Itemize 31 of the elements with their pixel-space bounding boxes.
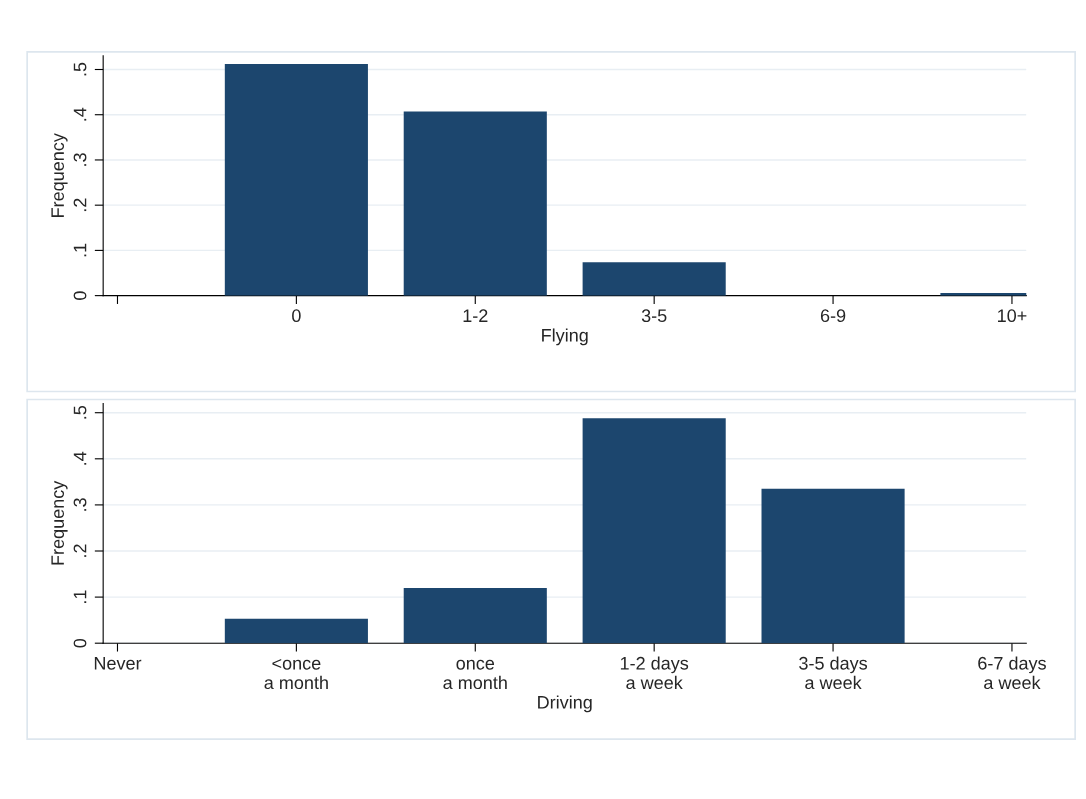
y-tick-label: .1	[73, 590, 87, 603]
y-tick-label: .4	[73, 451, 87, 465]
x-tick-label: 3-5	[641, 309, 667, 323]
x-tick-label: 1-2	[463, 309, 488, 322]
bar	[582, 418, 726, 644]
y-tick-label: .2	[73, 544, 87, 557]
x-tick-label: once a month	[443, 659, 507, 690]
x-axis-title: Flying	[542, 328, 588, 346]
x-tick-label: 0	[292, 309, 301, 323]
y-tick-label: .3	[73, 153, 87, 166]
x-tick-label: 3-5 days a week	[799, 656, 868, 690]
x-tick-label: Never	[94, 657, 142, 670]
x-tick-label: 1-2 days a week	[620, 656, 689, 690]
y-tick-label: 0	[73, 638, 87, 648]
x-tick-label: 6-9	[820, 309, 846, 323]
y-axis-title: Frequency	[51, 133, 68, 217]
y-tick-label: .5	[73, 62, 87, 76]
y-tick-label: .2	[73, 198, 87, 212]
bar	[761, 488, 905, 644]
y-tick-label: .1	[73, 243, 87, 257]
y-tick-label: .5	[73, 405, 87, 419]
y-axis-title: Frequency	[51, 480, 68, 565]
bar	[403, 587, 547, 644]
x-axis-title: Driving	[538, 695, 592, 713]
x-tick-label: 6-7 days a week	[978, 656, 1046, 690]
y-tick-label: .3	[73, 498, 87, 511]
y-tick-label: 0	[73, 291, 87, 300]
bar	[224, 618, 368, 644]
y-tick-label: .4	[73, 107, 87, 121]
x-tick-label: <once a month	[264, 658, 328, 690]
x-tick-label: 10+	[998, 309, 1027, 323]
